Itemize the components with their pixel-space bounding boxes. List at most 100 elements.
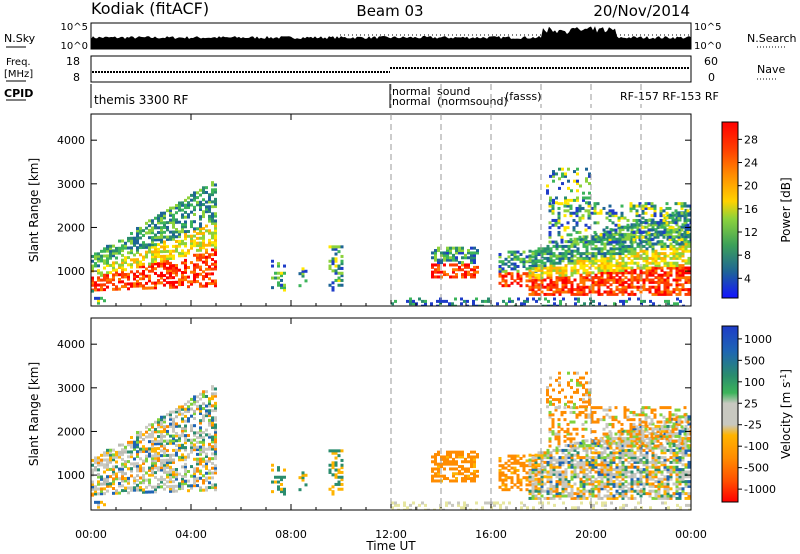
heatmap-cell xyxy=(662,230,666,234)
heatmap-cell xyxy=(678,429,682,433)
heatmap-cell xyxy=(100,283,103,287)
heatmap-cell xyxy=(550,304,553,306)
heatmap-cell xyxy=(597,240,601,244)
heatmap-cell xyxy=(522,466,526,470)
heatmap-cell xyxy=(650,408,654,412)
heatmap-cell xyxy=(94,487,97,491)
heatmap-cell xyxy=(449,251,452,255)
heatmap-cell xyxy=(641,204,645,208)
heatmap-cell xyxy=(642,252,646,256)
heatmap-cell xyxy=(504,272,508,276)
heatmap-cell xyxy=(579,465,583,469)
heatmap-cell xyxy=(630,436,634,440)
heatmap-cell xyxy=(681,285,685,289)
heatmap-cell xyxy=(184,230,187,234)
heatmap-cell xyxy=(603,484,607,488)
heatmap-cell xyxy=(564,198,567,202)
heatmap-cell xyxy=(638,432,642,436)
heatmap-cell xyxy=(193,263,196,267)
heatmap-cell xyxy=(136,270,139,274)
heatmap-cell xyxy=(466,304,469,306)
heatmap-cell xyxy=(618,465,622,469)
heatmap-cell xyxy=(663,496,667,500)
heatmap-cell xyxy=(579,184,582,188)
heatmap-cell xyxy=(687,482,691,486)
heatmap-cell xyxy=(606,278,610,282)
heatmap-cell xyxy=(522,257,526,261)
heatmap-cell xyxy=(606,477,610,481)
heatmap-cell xyxy=(94,296,97,300)
heatmap-cell xyxy=(115,489,118,493)
heatmap-cell xyxy=(624,494,628,498)
heatmap-cell xyxy=(133,277,136,281)
heatmap-cell xyxy=(597,489,601,493)
heatmap-cell xyxy=(205,224,208,228)
heatmap-cell xyxy=(588,477,592,481)
heatmap-cell xyxy=(455,246,458,250)
heatmap-cell xyxy=(624,468,628,472)
heatmap-cell xyxy=(585,244,589,248)
heatmap-cell xyxy=(187,409,190,413)
heatmap-cell xyxy=(525,478,529,482)
heatmap-cell xyxy=(166,235,169,239)
heatmap-cell xyxy=(172,436,175,440)
heatmap-cell xyxy=(681,463,685,467)
heatmap-cell xyxy=(614,240,618,244)
heatmap-cell xyxy=(130,462,133,466)
heatmap-cell xyxy=(619,299,622,303)
heatmap-cell xyxy=(687,460,691,464)
heatmap-cell xyxy=(609,468,613,472)
heatmap-cell xyxy=(687,480,691,484)
heatmap-cell xyxy=(552,252,556,256)
heatmap-cell xyxy=(437,474,440,478)
heatmap-cell xyxy=(647,206,651,210)
heatmap-cell xyxy=(443,273,446,277)
heatmap-cell xyxy=(663,492,667,496)
heatmap-cell xyxy=(172,489,175,493)
heatmap-cell xyxy=(136,488,139,492)
heatmap-cell xyxy=(543,285,547,289)
heatmap-cell xyxy=(618,266,622,270)
heatmap-cell xyxy=(590,439,594,443)
heatmap-cell xyxy=(579,292,583,296)
heatmap-cell xyxy=(283,271,286,275)
heatmap-cell xyxy=(458,265,461,269)
heatmap-cell xyxy=(582,285,586,289)
heatmap-cell xyxy=(214,471,217,475)
heatmap-cell xyxy=(573,444,577,448)
heatmap-cell xyxy=(458,268,461,272)
heatmap-cell xyxy=(464,265,467,269)
heatmap-cell xyxy=(193,220,196,224)
heatmap-cell xyxy=(603,244,607,248)
heatmap-cell xyxy=(513,262,517,266)
heatmap-cell xyxy=(659,206,663,210)
heatmap-cell xyxy=(145,459,148,463)
heatmap-cell xyxy=(103,254,106,258)
heatmap-cell xyxy=(184,448,187,452)
heatmap-cell xyxy=(554,406,558,410)
heatmap-cell xyxy=(211,190,214,194)
heatmap-cell xyxy=(570,472,574,476)
heatmap-cell xyxy=(133,239,136,243)
heatmap-cell xyxy=(136,265,139,269)
heatmap-cell xyxy=(507,454,511,458)
heatmap-cell xyxy=(139,447,142,451)
heatmap-cell xyxy=(175,422,178,426)
heatmap-cell xyxy=(602,415,606,419)
heatmap-cell xyxy=(187,249,190,253)
heatmap-cell xyxy=(672,465,676,469)
heatmap-cell xyxy=(151,281,154,285)
heatmap-cell xyxy=(205,190,208,194)
heatmap-cell xyxy=(552,456,556,460)
heatmap-cell xyxy=(566,226,570,230)
heatmap-cell xyxy=(666,465,670,469)
heatmap-cell xyxy=(645,252,649,256)
heatmap-cell xyxy=(569,410,573,414)
heatmap-cell xyxy=(669,264,673,268)
heatmap-cell xyxy=(549,463,553,467)
heatmap-cell xyxy=(172,218,175,222)
heatmap-cell xyxy=(537,477,541,481)
heatmap-cell xyxy=(641,235,645,239)
heatmap-cell xyxy=(199,267,202,271)
heatmap-cell xyxy=(651,460,655,464)
